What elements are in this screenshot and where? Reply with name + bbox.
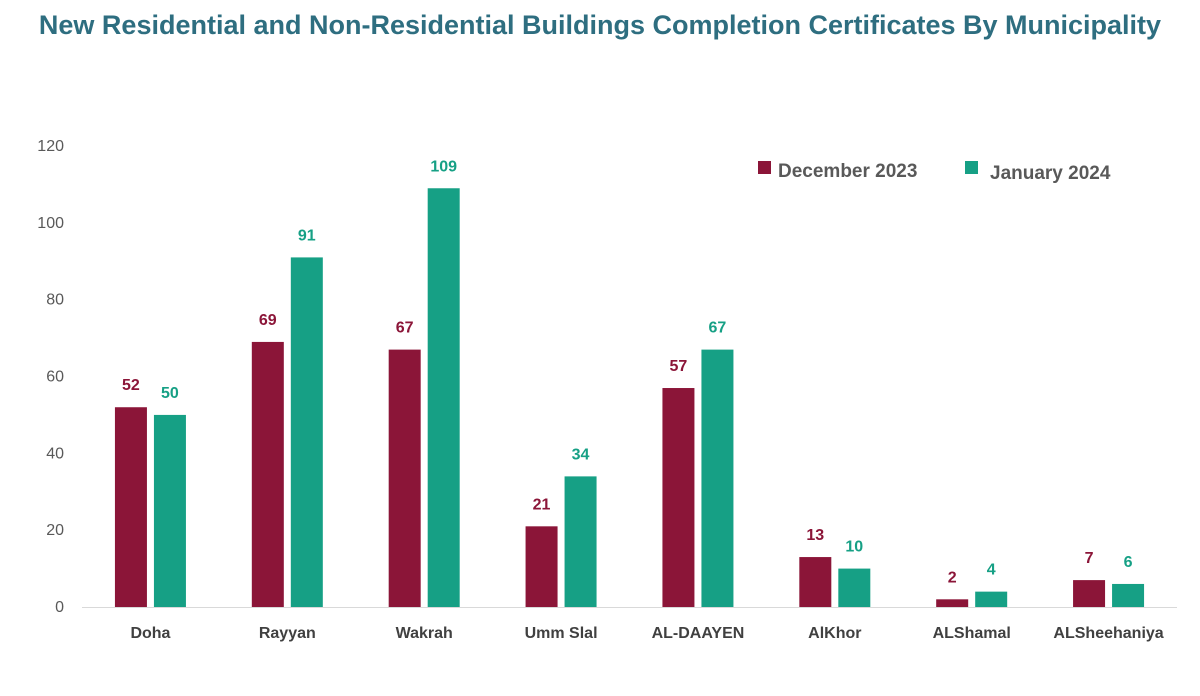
x-tick-label: AlKhor	[808, 625, 861, 642]
data-label: 109	[430, 158, 457, 175]
legend-swatch	[758, 161, 771, 174]
legend-label: December 2023	[778, 161, 917, 182]
x-tick-label: ALShamal	[933, 625, 1011, 642]
data-label: 7	[1085, 550, 1094, 567]
x-tick-label: Doha	[130, 625, 170, 642]
bar-january-2024	[701, 349, 734, 607]
bar-january-2024	[838, 568, 871, 607]
data-label: 13	[806, 527, 824, 544]
y-tick-label: 20	[46, 522, 64, 539]
bar-december-2023	[662, 388, 695, 607]
bar-december-2023	[936, 599, 969, 607]
bar-january-2024	[153, 414, 186, 607]
data-label: 67	[709, 320, 727, 337]
data-label: 6	[1124, 554, 1133, 571]
y-tick-label: 100	[37, 215, 64, 232]
legend-label: January 2024	[990, 163, 1111, 184]
bar-december-2023	[525, 526, 558, 607]
data-label: 4	[987, 562, 996, 579]
data-label: 57	[670, 358, 688, 375]
bar-december-2023	[799, 557, 832, 607]
bar-december-2023	[251, 341, 284, 607]
x-tick-label: ALSheehaniya	[1053, 625, 1163, 642]
data-label: 34	[572, 446, 590, 463]
x-tick-label: Rayyan	[259, 625, 316, 642]
bar-january-2024	[290, 257, 323, 607]
data-label: 67	[396, 320, 414, 337]
bar-december-2023	[388, 349, 421, 607]
y-tick-label: 60	[46, 369, 64, 386]
data-label: 69	[259, 312, 277, 329]
y-tick-label: 80	[46, 292, 64, 309]
bar-january-2024	[427, 188, 460, 607]
data-label: 50	[161, 385, 179, 402]
data-label: 21	[533, 496, 551, 513]
data-label: 10	[845, 539, 863, 556]
data-label: 91	[298, 227, 316, 244]
bar-december-2023	[1073, 580, 1106, 607]
bar-january-2024	[975, 591, 1008, 607]
legend-swatch	[965, 161, 978, 174]
x-tick-label: Umm Slal	[525, 625, 598, 642]
bar-january-2024	[1112, 583, 1145, 607]
y-tick-label: 120	[37, 138, 64, 155]
y-tick-label: 40	[46, 445, 64, 462]
data-label: 2	[948, 569, 957, 586]
bar-january-2024	[564, 476, 597, 607]
data-label: 52	[122, 377, 140, 394]
y-tick-label: 0	[55, 599, 64, 616]
x-tick-label: Wakrah	[396, 625, 453, 642]
bar-december-2023	[114, 407, 147, 607]
x-tick-label: AL-DAAYEN	[652, 625, 745, 642]
chart-title: New Residential and Non-Residential Buil…	[38, 10, 1162, 40]
